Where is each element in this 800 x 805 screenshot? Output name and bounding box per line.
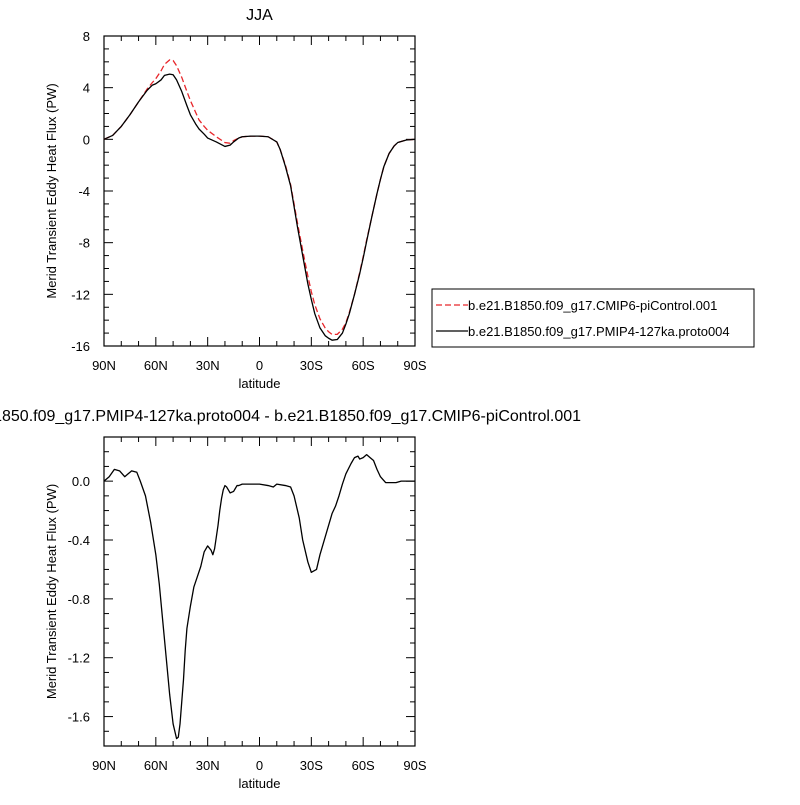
y-tick-label: -1.2: [68, 651, 90, 666]
chart-1: JJA 90N 60N 30N 0 30S 60S 90S 8 4 0 -4 -8 -12 -16 latit…: [44, 7, 755, 391]
x-tick-label: 90S: [403, 758, 426, 773]
x-tick-label: 30N: [196, 758, 220, 773]
chart-title: b.e21.B1850.f09_g17.PMIP4-127ka.proto004…: [0, 408, 581, 425]
y-axis-label: Merid Transient Eddy Heat Flux (PW): [44, 83, 59, 298]
y-tick-label: -4: [78, 184, 90, 199]
x-tick-label: 60N: [144, 758, 168, 773]
x-tick-label: 90N: [92, 758, 116, 773]
y-tick-label: -0.4: [68, 533, 90, 548]
legend: b.e21.B1850.f09_g17.CMIP6-piControl.001b…: [431, 288, 755, 348]
y-tick-label: 8: [83, 29, 90, 44]
y-tick-label: -16: [71, 339, 90, 354]
x-tick-label: 30N: [196, 358, 220, 373]
legend-box: [431, 288, 755, 348]
x-tick-label: 0: [256, 758, 263, 773]
y-tick-label: -12: [71, 287, 90, 302]
legend-label-1: b.e21.B1850.f09_g17.CMIP6-piControl.001: [468, 298, 717, 313]
y-tick-label: 0.0: [72, 474, 90, 489]
y-tick-label: -1.6: [68, 710, 90, 725]
x-axis-label: latitude: [239, 776, 281, 791]
x-tick-label: 60S: [352, 358, 375, 373]
chart-title: JJA: [246, 7, 273, 24]
x-tick-label: 0: [256, 358, 263, 373]
x-axis-label: latitude: [239, 376, 281, 391]
series-line-2: [103, 73, 416, 341]
x-tick-label: 60S: [352, 758, 375, 773]
y-axis-label: Merid Transient Eddy Heat Flux (PW): [44, 484, 59, 699]
y-tick-label: 4: [83, 81, 90, 96]
x-tick-label: 90N: [92, 358, 116, 373]
legend-label-2: b.e21.B1850.f09_g17.PMIP4-127ka.proto004: [468, 324, 730, 339]
y-tick-label: -0.8: [68, 592, 90, 607]
y-tick-label: -8: [78, 236, 90, 251]
x-tick-label: 90S: [403, 358, 426, 373]
series-line-1: [103, 454, 415, 740]
chart-2: b.e21.B1850.f09_g17.PMIP4-127ka.proto004…: [0, 408, 581, 791]
x-tick-label: 60N: [144, 358, 168, 373]
y-tick-label: 0: [83, 132, 90, 147]
x-tick-label: 30S: [300, 358, 323, 373]
x-tick-label: 30S: [300, 758, 323, 773]
